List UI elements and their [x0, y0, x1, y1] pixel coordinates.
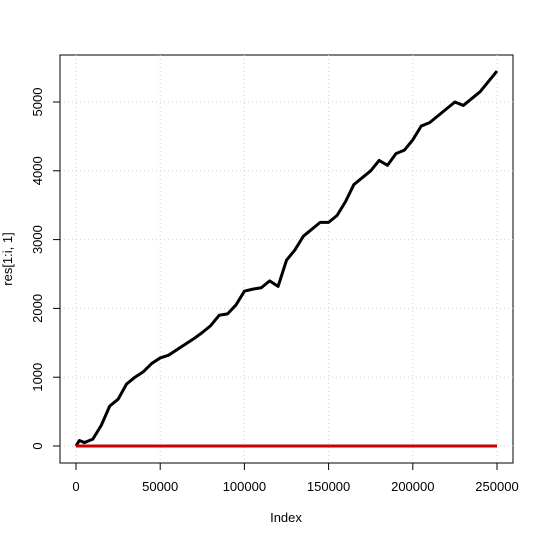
x-axis-label: Index [270, 510, 302, 525]
x-tick-label: 0 [72, 479, 79, 494]
x-tick-label: 250000 [475, 479, 518, 494]
y-axis-label: res[1:i, 1] [0, 232, 15, 285]
x-tick-label: 50000 [142, 479, 178, 494]
x-tick-label: 100000 [223, 479, 266, 494]
x-tick-label: 150000 [307, 479, 350, 494]
y-tick-label: 1000 [30, 363, 45, 392]
x-tick-label: 200000 [391, 479, 434, 494]
y-tick-label: 0 [30, 442, 45, 449]
y-tick-label: 4000 [30, 156, 45, 185]
y-tick-label: 2000 [30, 294, 45, 323]
data-line [74, 70, 499, 447]
y-tick-label: 3000 [30, 225, 45, 254]
y-tick-label: 5000 [30, 88, 45, 117]
